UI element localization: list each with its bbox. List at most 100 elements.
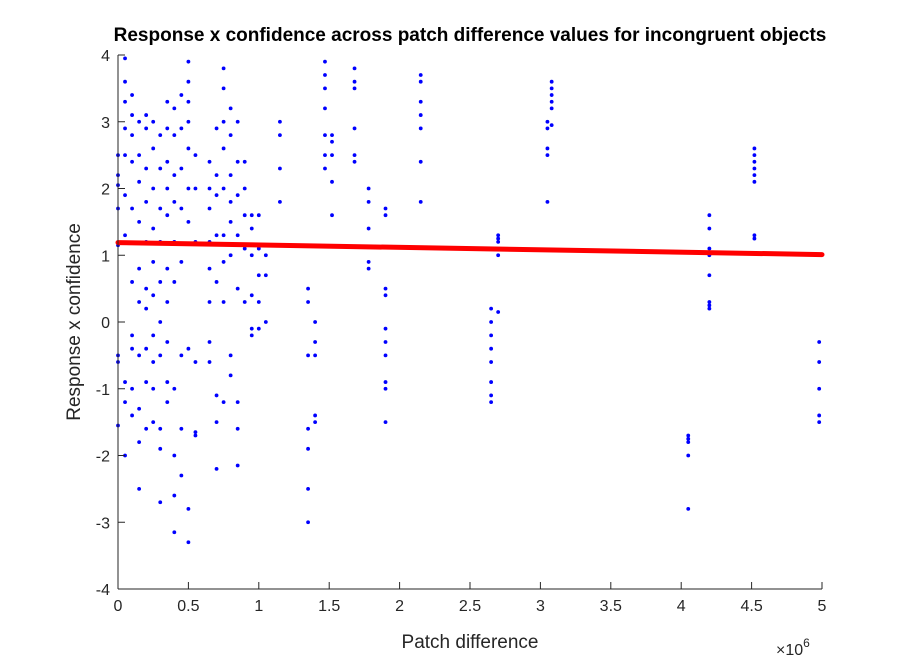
data-point	[752, 233, 757, 238]
data-point	[235, 400, 240, 404]
data-point	[144, 426, 149, 431]
data-point	[489, 346, 494, 351]
data-point	[193, 153, 198, 158]
data-point	[330, 133, 334, 138]
data-point	[172, 493, 177, 498]
data-point	[256, 246, 261, 251]
data-point	[214, 466, 219, 471]
data-point	[752, 153, 757, 158]
data-point	[186, 119, 191, 124]
data-point	[228, 353, 233, 358]
data-point	[151, 226, 156, 231]
data-point	[165, 159, 170, 164]
data-point	[545, 153, 550, 158]
data-point	[207, 360, 212, 364]
y-tick-label: 3	[101, 115, 110, 132]
data-point	[383, 380, 388, 384]
data-point	[221, 233, 226, 238]
data-point	[278, 133, 282, 138]
data-point	[228, 106, 233, 111]
data-point	[151, 146, 156, 151]
data-point	[214, 233, 219, 238]
data-point	[249, 253, 254, 258]
data-point	[330, 179, 334, 184]
data-point	[137, 179, 142, 184]
data-point	[158, 166, 163, 171]
data-point	[323, 73, 327, 77]
data-point	[707, 246, 712, 251]
data-point	[207, 340, 212, 344]
data-point	[123, 380, 127, 384]
data-point	[496, 240, 501, 244]
data-point	[545, 199, 550, 204]
data-point	[545, 126, 550, 131]
fit-line	[115, 240, 825, 258]
data-point	[352, 86, 357, 91]
data-point	[123, 56, 127, 61]
x-tick-label: 0	[114, 598, 123, 615]
data-point	[221, 146, 226, 151]
data-point	[193, 186, 198, 191]
data-point	[817, 386, 822, 391]
data-point	[158, 353, 163, 358]
data-point	[686, 453, 691, 458]
data-point	[151, 420, 156, 425]
data-point	[489, 400, 494, 404]
data-point	[383, 386, 388, 391]
data-point	[165, 126, 170, 131]
data-point	[366, 260, 371, 264]
y-ticks: -4 -3 -2 -1 0 1 2 3 4	[96, 48, 125, 599]
data-point	[383, 340, 388, 344]
data-point	[228, 133, 233, 138]
y-tick-label: 2	[101, 182, 110, 199]
data-point	[144, 286, 149, 291]
data-point	[249, 293, 254, 298]
data-point	[549, 99, 554, 104]
data-point	[151, 386, 156, 391]
data-point	[123, 233, 127, 238]
data-point	[130, 93, 134, 97]
data-point	[158, 206, 163, 211]
data-point	[137, 300, 142, 304]
data-point	[144, 380, 149, 384]
data-point	[418, 79, 423, 84]
data-point	[123, 193, 127, 198]
data-point	[221, 186, 226, 191]
data-point	[207, 159, 212, 164]
data-point	[165, 380, 170, 384]
data-point	[313, 340, 318, 344]
data-point	[817, 340, 822, 344]
data-point	[549, 79, 554, 84]
data-point	[130, 413, 134, 418]
data-point	[172, 133, 177, 138]
data-point	[306, 300, 310, 304]
data-point	[214, 393, 219, 398]
data-point	[549, 86, 554, 91]
data-point	[186, 507, 191, 511]
data-point	[221, 86, 226, 91]
data-point	[123, 99, 127, 104]
data-point	[144, 166, 149, 171]
data-point	[323, 133, 327, 138]
data-point	[306, 426, 310, 431]
data-point	[228, 199, 233, 204]
data-point	[249, 213, 254, 218]
data-point	[278, 119, 282, 124]
data-point	[221, 400, 226, 404]
data-point	[179, 353, 184, 358]
data-point	[549, 93, 554, 97]
plot-area: 0 0.5 1 1.5 2 2.5 3 3.5 4 4.5 5 -4 -3 -2 -1 0 1 2 3 4	[96, 48, 827, 615]
data-point	[313, 413, 318, 418]
data-point	[323, 106, 327, 111]
data-point	[151, 260, 156, 264]
data-point	[235, 119, 240, 124]
data-point	[242, 246, 247, 251]
data-point	[306, 353, 310, 358]
data-point	[707, 226, 712, 231]
data-point	[366, 266, 371, 271]
data-point	[186, 186, 191, 191]
data-point	[158, 320, 163, 324]
data-point	[179, 260, 184, 264]
data-point	[323, 59, 327, 64]
x-exponent-base: ×10	[776, 642, 803, 659]
